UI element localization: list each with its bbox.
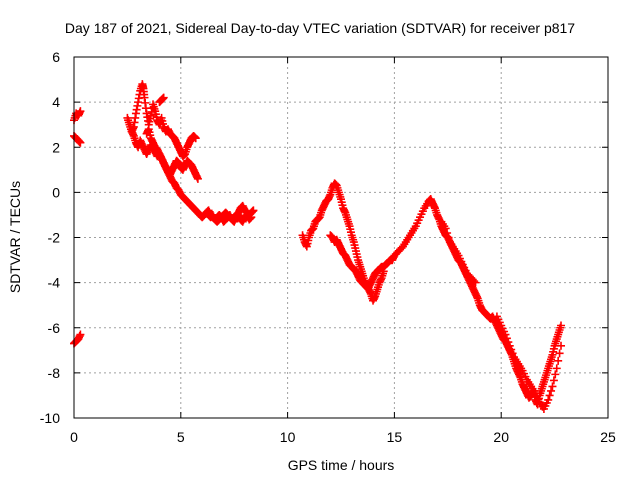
data-point bbox=[159, 93, 168, 102]
data-point bbox=[552, 364, 561, 373]
data-point bbox=[508, 349, 517, 358]
data-point bbox=[193, 174, 202, 183]
data-point bbox=[547, 386, 556, 395]
data-point bbox=[501, 330, 510, 339]
data-point bbox=[444, 233, 453, 242]
data-point bbox=[544, 395, 553, 404]
y-tick-label: 6 bbox=[52, 49, 60, 65]
chart-title: Day 187 of 2021, Sidereal Day-to-day VTE… bbox=[65, 20, 575, 36]
x-tick-label: 15 bbox=[387, 429, 403, 445]
x-tick-label: 20 bbox=[493, 429, 509, 445]
x-tick-label: 5 bbox=[177, 429, 185, 445]
y-tick-label: -8 bbox=[48, 365, 61, 381]
data-point bbox=[76, 138, 85, 147]
data-point bbox=[505, 341, 514, 350]
data-point bbox=[191, 134, 200, 143]
data-point bbox=[470, 277, 479, 286]
y-tick-label: -4 bbox=[48, 275, 61, 291]
y-axis-label: SDTVAR / TECUs bbox=[7, 181, 23, 293]
data-point bbox=[504, 338, 513, 347]
x-tick-label: 25 bbox=[600, 429, 616, 445]
data-point bbox=[554, 356, 563, 365]
y-tick-label: 0 bbox=[52, 184, 60, 200]
data-point bbox=[557, 341, 566, 350]
tick-labels: 0 5 10 15 20 25 -10 -8 -6 -4 -2 0 2 4 6 bbox=[40, 49, 616, 445]
data-point bbox=[548, 382, 557, 391]
data-point bbox=[507, 345, 516, 354]
y-tick-label: -2 bbox=[48, 230, 61, 246]
data-point bbox=[249, 206, 258, 215]
x-tick-label: 0 bbox=[70, 429, 78, 445]
data-point bbox=[247, 213, 256, 222]
data-point bbox=[545, 391, 554, 400]
x-axis-label: GPS time / hours bbox=[288, 457, 395, 473]
data-point bbox=[76, 330, 85, 339]
x-tick-label: 10 bbox=[280, 429, 296, 445]
data-point bbox=[549, 376, 558, 385]
data-point bbox=[443, 228, 452, 237]
plot-frame bbox=[73, 56, 609, 419]
data-point bbox=[555, 349, 564, 358]
data-point bbox=[551, 370, 560, 379]
y-tick-label: 2 bbox=[52, 139, 60, 155]
data-point bbox=[557, 321, 566, 330]
data-point bbox=[379, 267, 388, 276]
data-points bbox=[70, 80, 566, 413]
data-point bbox=[471, 278, 480, 287]
data-point bbox=[76, 107, 85, 116]
y-tick-label: -10 bbox=[40, 410, 60, 426]
y-tick-label: -6 bbox=[48, 320, 61, 336]
data-point bbox=[502, 334, 511, 343]
data-point bbox=[441, 224, 450, 233]
y-tick-label: 4 bbox=[52, 94, 60, 110]
